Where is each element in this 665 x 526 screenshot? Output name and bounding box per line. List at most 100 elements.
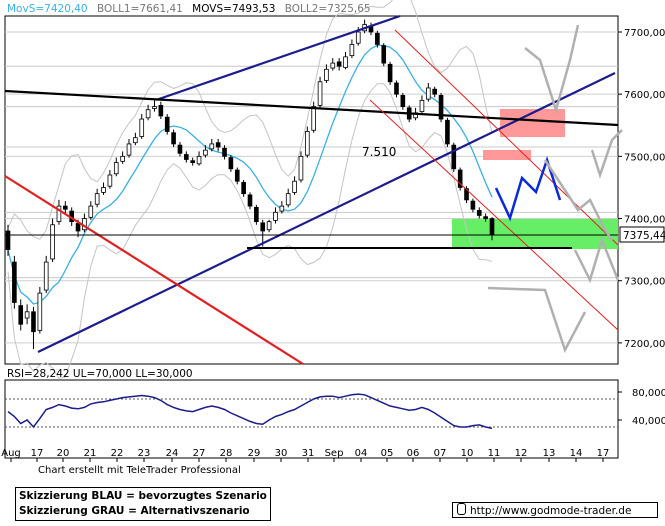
indicator-legend: MovS=7420,40 BOLL1=7661,41 MOVS=7493,53 … [7, 3, 371, 15]
candle-body [489, 218, 495, 235]
xtick-label: 24 [166, 448, 179, 459]
ytick-label: 7700,00 [624, 28, 665, 39]
ytick-label: 7300,00 [624, 277, 665, 288]
ytick-label: 7500,00 [624, 152, 665, 163]
footer-url: http://www.godmode-trader.de [470, 505, 632, 517]
last-price-tag: 7375,44 [623, 230, 665, 242]
gray-scenario-path-mid [543, 159, 614, 241]
xtick-label: Sep [325, 448, 344, 459]
rsi-label: RSI=28,242 UL=70,000 LL=30,000 [7, 368, 193, 380]
xtick-label: 13 [543, 448, 556, 459]
movs2-label: MOVS=7493,53 [192, 3, 275, 15]
candle-body [273, 211, 278, 221]
candle-body [209, 143, 215, 150]
candle-body [5, 230, 11, 251]
candle-body [203, 149, 208, 156]
support-zone [452, 219, 618, 249]
candle-body [305, 131, 310, 156]
candle-body [381, 45, 387, 64]
legend-gray: Skizzierung GRAU = Alternativszenario [19, 505, 250, 517]
gray-scenario-path-up [524, 24, 580, 115]
boll2-label: BOLL2=7325,65 [285, 3, 371, 15]
candle-body [63, 205, 68, 210]
falling-trendline [4, 175, 304, 365]
legend-blue: Skizzierung BLAU = bevorzugtes Szenario [19, 490, 267, 502]
candle-body [234, 169, 240, 182]
candle-body [12, 261, 17, 303]
rsi-tick-label: 80,000 [632, 388, 665, 399]
candle-body [88, 205, 94, 218]
candle-body [241, 182, 246, 195]
rsi-tick-label: 40,000 [632, 416, 665, 427]
candle-body [260, 222, 266, 232]
candle-body [177, 144, 183, 154]
resistance-zone-small [483, 150, 531, 160]
candle-body [279, 205, 285, 212]
candle-body [101, 187, 106, 193]
candle-body [254, 206, 259, 223]
candle-body [43, 261, 49, 291]
gray-scenario-path-down [487, 286, 587, 354]
candle-body [457, 169, 463, 188]
gray-scenario-path-mid2 [573, 236, 620, 284]
candle-body [37, 292, 43, 331]
candle-body [336, 61, 342, 67]
movs-label: MovS=7420,40 [7, 3, 88, 15]
price-axis-ticks: 7700,00 7600,00 7500,00 7400,00 7300,00 7200,… [618, 28, 665, 350]
candle-body [190, 160, 195, 163]
xtick-label: 17 [597, 448, 610, 459]
xtick-label: 06 [407, 448, 420, 459]
candle-body [139, 118, 145, 137]
ytick-label: 7200,00 [624, 339, 665, 350]
xtick-label: 28 [220, 448, 233, 459]
scenario-legend: Skizzierung BLAU = bevorzugtes Szenario … [15, 487, 271, 521]
candle-body [343, 56, 348, 68]
candle-body [152, 106, 157, 109]
candle-body [171, 132, 176, 145]
candle-body [266, 221, 272, 231]
date-axis-ticks: Aug 17 20 21 22 23 24 27 28 29 30 31 Sep 04 05 06 07 10 11… [1, 448, 609, 462]
candle-body [419, 99, 425, 112]
candle-body [31, 311, 36, 333]
xtick-label: 30 [275, 448, 288, 459]
candle-body [120, 155, 125, 162]
last-price-tag-box [619, 226, 665, 243]
ytick-label: 7600,00 [624, 90, 665, 101]
candle-body [285, 193, 291, 206]
xtick-label: 27 [193, 448, 206, 459]
candle-body [215, 142, 221, 148]
zone-overlays [452, 109, 618, 249]
candle-body [355, 31, 361, 44]
candle-body [483, 216, 488, 219]
xtick-label: 05 [381, 448, 394, 459]
bollinger-bands [7, 0, 493, 379]
xtick-label: 29 [248, 448, 261, 459]
moving-average-line [7, 44, 493, 305]
candle-body [451, 144, 457, 170]
downtrend-channel-lower [369, 99, 619, 331]
candle-body [375, 32, 380, 45]
upper-channel-line [155, 14, 401, 102]
candle-body [394, 82, 399, 95]
trendlines [4, 14, 619, 365]
candle-body [75, 223, 81, 232]
gray-scenario-path-top [590, 129, 623, 179]
candle-body [330, 62, 336, 69]
xtick-label: 23 [138, 448, 151, 459]
xtick-label: Aug [1, 448, 21, 459]
candle-body [311, 106, 316, 131]
xtick-label: 04 [355, 448, 368, 459]
xtick-label: 12 [515, 448, 528, 459]
candle-body [133, 137, 138, 144]
footer-link[interactable]: http://www.godmode-trader.de [452, 502, 658, 518]
xtick-label: 10 [461, 448, 474, 459]
candle-body [476, 210, 482, 216]
xtick-label: 11 [488, 448, 501, 459]
candle-body [196, 155, 202, 165]
candle-body [324, 68, 329, 81]
candle-body [228, 157, 234, 170]
candle-body [298, 155, 304, 181]
candle-body [107, 174, 113, 187]
mouse-icon [457, 503, 466, 515]
candle-body [222, 147, 227, 157]
